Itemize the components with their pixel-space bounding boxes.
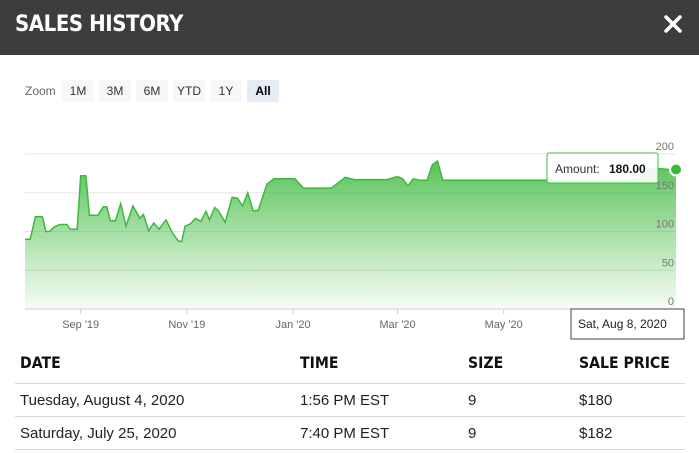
x-tick-label: Nov '19	[168, 319, 205, 331]
column-header-size: SIZE	[468, 353, 504, 372]
column-header-date: DATE	[20, 353, 61, 372]
cell-date: Saturday, July 25, 2020	[20, 425, 177, 442]
column-header-sale-price: SALE PRICE	[579, 353, 670, 372]
series-area	[25, 161, 676, 309]
cell-sale-price: $180	[579, 392, 613, 409]
zoom-label: Zoom	[25, 84, 56, 98]
x-tick-label: Sep '19	[62, 319, 99, 331]
column-header-time: TIME	[300, 353, 339, 372]
cell-size: 9	[468, 425, 477, 442]
cell-date: Tuesday, August 4, 2020	[20, 392, 185, 409]
modal-title: SALES HISTORY	[15, 12, 184, 37]
zoom-3m-button[interactable]: 3M	[99, 80, 131, 102]
y-tick-label: 100	[656, 219, 674, 231]
amount-tooltip: Amount: 180.00	[546, 152, 659, 184]
cell-sale-price: $182	[579, 425, 613, 442]
modal-header: SALES HISTORY	[0, 0, 699, 55]
table-row: Saturday, July 25, 2020 7:40 PM EST 9 $1…	[15, 417, 685, 450]
sales-table: DATE TIME SIZE SALE PRICE Tuesday, Augus…	[15, 345, 685, 450]
tooltip-value: 180.00	[609, 162, 646, 176]
table-header: DATE TIME SIZE SALE PRICE	[15, 345, 685, 384]
series-line	[25, 159, 676, 243]
current-point-marker	[669, 162, 683, 177]
zoom-1y-button[interactable]: 1Y	[210, 80, 242, 102]
cell-size: 9	[468, 392, 477, 409]
zoom-1m-button[interactable]: 1M	[62, 80, 94, 102]
cell-time: 7:40 PM EST	[300, 425, 390, 442]
tooltip-date: Sat, Aug 8, 2020	[578, 317, 667, 331]
date-tooltip: Sat, Aug 8, 2020	[570, 308, 685, 340]
y-tick-label: 0	[668, 296, 674, 308]
cell-time: 1:56 PM EST	[300, 392, 390, 409]
zoom-all-button[interactable]: All	[247, 80, 279, 102]
x-tick-label: Mar '20	[379, 319, 415, 331]
tooltip-label: Amount:	[555, 162, 600, 176]
sales-history-chart: 0 50 100 150 200 Sep '19 Nov '19 Jan '20 Mar '2…	[25, 141, 685, 340]
table-row: Tuesday, August 4, 2020 1:56 PM EST 9 $1…	[15, 384, 685, 417]
y-tick-label: 150	[656, 180, 674, 192]
close-icon[interactable]	[661, 12, 685, 36]
zoom-6m-button[interactable]: 6M	[136, 80, 168, 102]
zoom-ytd-button[interactable]: YTD	[173, 80, 205, 102]
x-tick-label: May '20	[485, 319, 523, 331]
y-tick-label: 50	[662, 257, 674, 269]
x-tick-label: Jan '20	[275, 319, 310, 331]
y-tick-label: 200	[656, 141, 674, 153]
